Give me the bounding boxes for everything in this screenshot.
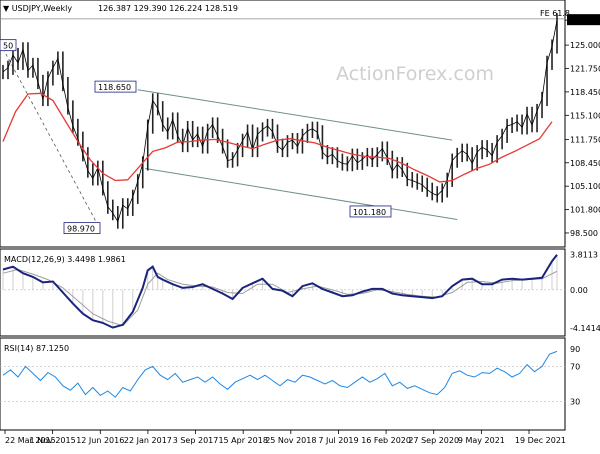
x-tick-label: 1 Nov 2015 xyxy=(30,436,76,445)
rsi-panel-frame xyxy=(0,337,566,431)
price-y-tick-label: 101.800 xyxy=(570,206,600,215)
x-tick-label: 27 Sep 2020 xyxy=(408,436,459,445)
annotation-box xyxy=(0,39,17,52)
x-tick-label: 19 Dec 2021 xyxy=(515,436,566,445)
macd-y-tick-label: -4.1414 xyxy=(570,324,600,333)
watermark: ActionForex.com xyxy=(336,63,494,85)
annotation-50: 50 xyxy=(0,39,17,52)
macd-panel-frame xyxy=(0,248,566,337)
dropdown-triangle-icon[interactable]: ▼ xyxy=(3,4,12,13)
rsi-y-tick-label: 30 xyxy=(570,398,580,407)
price-y-tick-label: 105.100 xyxy=(570,182,600,191)
price-y-tick-label: 108.450 xyxy=(570,159,600,168)
rsi-label: RSI(14) 87.1250 xyxy=(4,344,69,353)
macd-y-tick-label: 0.00 xyxy=(570,286,588,295)
annotation-98-970: 98.970 xyxy=(63,222,101,235)
rsi-y-tick-label: 90 xyxy=(570,345,580,354)
x-tick-label: 22 Mar 2015 xyxy=(5,436,56,445)
x-tick-label: 25 Nov 2018 xyxy=(265,436,316,445)
moving-average-line xyxy=(2,92,553,183)
price-y-tick-label: 121.750 xyxy=(570,65,600,74)
x-tick-label: 3 Sep 2017 xyxy=(173,436,219,445)
macd-layer: 3.8113 0.00 -4.1414 xyxy=(0,251,600,333)
price-y-tick-label: 118.450 xyxy=(570,88,600,97)
price-layer: FE 61.8 118.650 98.970 101.180 50 128.519 125.… xyxy=(0,9,600,238)
annotation-101-180: 101.180 xyxy=(349,205,392,218)
annotation-text: 101.180 xyxy=(353,208,386,217)
dashed-trend-line xyxy=(2,48,101,230)
current-price-marker xyxy=(567,14,600,26)
price-symbol-text: USDJPY,Weekly xyxy=(12,4,73,13)
annotation-text: 118.650 xyxy=(98,83,131,92)
channel-line-2 xyxy=(145,167,458,220)
price-y-tick-label: 115.100 xyxy=(570,111,600,120)
x-tick-label: 15 Apr 2018 xyxy=(218,436,267,445)
price-close-line xyxy=(2,20,558,223)
fib-level-label: FE 61.8 xyxy=(540,9,570,18)
price-y-tick-label: 128.519 xyxy=(570,16,600,25)
price-y-tick-label: 98.500 xyxy=(570,229,598,238)
annotation-box xyxy=(63,222,101,235)
x-tick-label: 16 Feb 2020 xyxy=(361,436,411,445)
annotation-118-650: 118.650 xyxy=(94,80,137,93)
x-tick-label: 12 Jun 2016 xyxy=(76,436,124,445)
rsi-layer: 90 70 30 xyxy=(0,345,580,407)
annotation-box xyxy=(94,80,137,93)
x-tick-label: 7 Jul 2019 xyxy=(318,436,358,445)
price-header-symbol: ▼ USDJPY,Weekly xyxy=(3,4,72,13)
channel-line-1 xyxy=(137,89,453,141)
x-tick-label: 9 May 2021 xyxy=(458,436,505,445)
price-y-tick-label: 111.750 xyxy=(570,135,600,144)
price-panel-frame xyxy=(0,0,566,248)
macd-label: MACD(12,26,9) 3.4498 1.9861 xyxy=(4,255,126,264)
macd-line xyxy=(2,254,558,329)
macd-y-tick-label: 3.8113 xyxy=(570,251,598,260)
annotation-text: 98.970 xyxy=(67,225,95,234)
macd-signal-line xyxy=(2,268,558,327)
annotation-text: 50 xyxy=(3,42,13,51)
rsi-line xyxy=(2,350,558,398)
rsi-y-tick-label: 70 xyxy=(570,362,580,371)
price-y-tick-label: 125.000 xyxy=(570,41,600,50)
x-tick-label: 22 Jan 2017 xyxy=(124,436,172,445)
annotation-box xyxy=(349,205,392,218)
price-header-ohlc: 126.387 129.390 126.224 128.519 xyxy=(98,4,238,13)
